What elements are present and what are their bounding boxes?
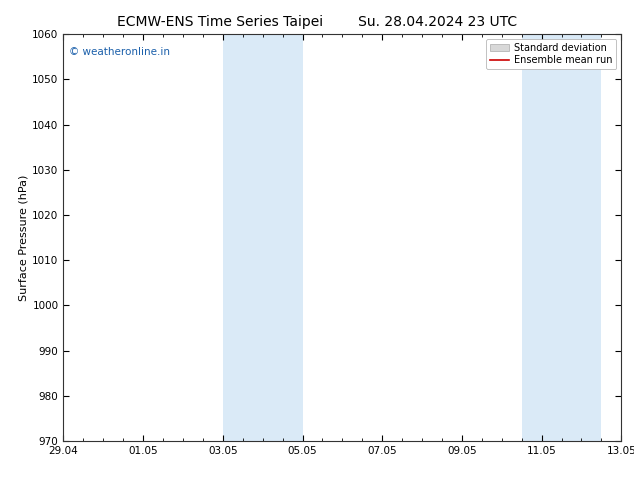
Text: ECMW-ENS Time Series Taipei        Su. 28.04.2024 23 UTC: ECMW-ENS Time Series Taipei Su. 28.04.20…	[117, 15, 517, 29]
Text: © weatheronline.in: © weatheronline.in	[69, 47, 170, 56]
Legend: Standard deviation, Ensemble mean run: Standard deviation, Ensemble mean run	[486, 39, 616, 69]
Bar	[223, 34, 302, 441]
Bar	[522, 34, 602, 441]
Y-axis label: Surface Pressure (hPa): Surface Pressure (hPa)	[18, 174, 28, 301]
